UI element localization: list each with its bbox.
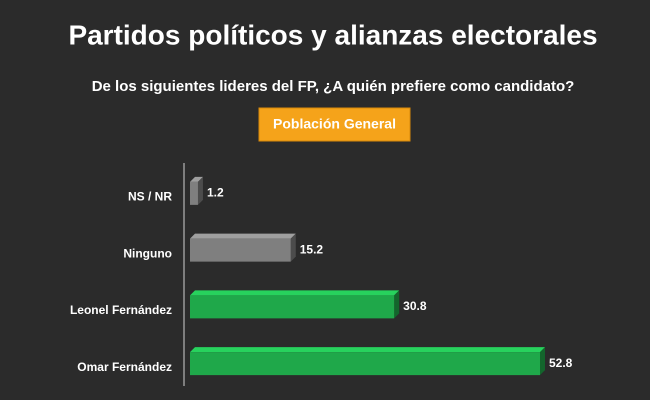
bar (190, 181, 198, 205)
bar-side (197, 176, 203, 205)
bar-side (290, 233, 296, 262)
category-label: NS / NR (128, 190, 172, 204)
bar-depth (190, 233, 296, 239)
filter-button-label[interactable]: Población General (273, 116, 396, 132)
bar-depth (190, 176, 203, 182)
bar-side (540, 347, 545, 376)
bar-depth (190, 290, 400, 296)
bar-depth (190, 347, 545, 353)
bar (190, 295, 395, 319)
filter-button[interactable] (258, 107, 411, 142)
data-label: 1.2 (207, 186, 224, 200)
category-label: Leonel Fernández (70, 303, 172, 317)
bar (190, 238, 291, 262)
data-label: 15.2 (300, 242, 324, 256)
category-label: Ninguno (123, 246, 172, 260)
bar (190, 352, 540, 376)
category-label: Omar Fernández (77, 360, 172, 374)
bar-side (394, 290, 400, 319)
data-label: 52.8 (549, 356, 573, 370)
chart-title: Partidos políticos y alianzas electorale… (68, 19, 597, 50)
data-label: 30.8 (403, 299, 427, 313)
chart-subtitle: De los siguientes lideres del FP, ¿A qui… (92, 78, 575, 95)
